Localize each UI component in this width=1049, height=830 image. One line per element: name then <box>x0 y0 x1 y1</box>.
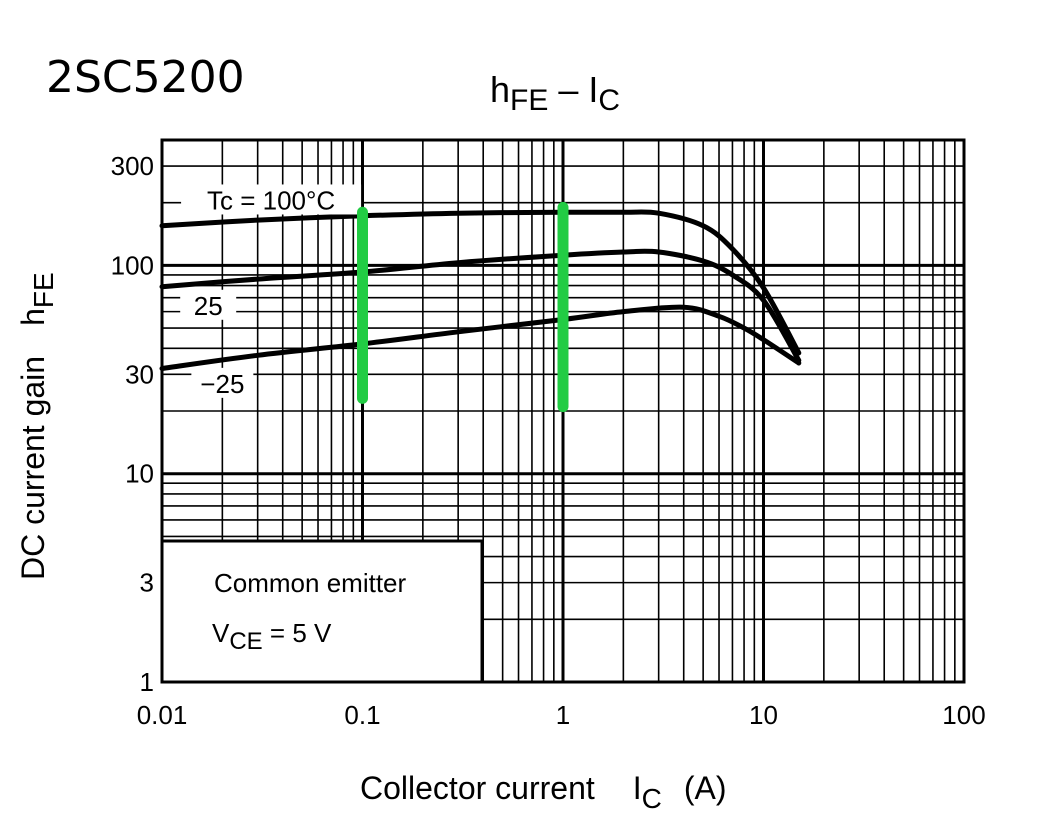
curve-labels: Tc = 100°C 25 −25 <box>180 184 362 399</box>
plot-frame <box>160 138 966 684</box>
green-highlight-marks <box>357 201 569 413</box>
x-tick-label: 0.01 <box>137 700 188 730</box>
y-tick-label: 100 <box>111 250 154 280</box>
y-axis-label: DC current gainhFE <box>15 272 59 580</box>
x-tick-label: 1 <box>556 700 570 730</box>
x-tick-label: 0.1 <box>344 700 380 730</box>
series-line-1 <box>159 248 802 363</box>
x-tick-label: 10 <box>749 700 778 730</box>
series-label-bg <box>181 184 362 215</box>
series-label-bg <box>180 289 237 320</box>
annotation-subscript: CE <box>229 628 262 655</box>
tick-labels: 0.01 0.1 1 10 100 1 3 10 30 100 300 <box>111 151 986 730</box>
y-tick-label: 1 <box>140 667 154 697</box>
x-axis-label: Collector current IC (A) <box>360 770 727 814</box>
legend-box <box>160 539 484 684</box>
annotation-line1: Common emitter <box>214 568 406 598</box>
part-number: 2SC5200 <box>46 52 245 103</box>
series-line-2 <box>159 304 802 371</box>
y-tick-label: 300 <box>111 151 154 181</box>
series-label: Tc = 100°C <box>207 185 335 215</box>
series-line-0 <box>159 209 802 356</box>
chart-title: hFE – IC <box>490 69 620 117</box>
data-curves <box>159 209 802 371</box>
series-label-bg <box>191 367 254 398</box>
x-tick-label: 100 <box>942 700 985 730</box>
y-tick-label: 10 <box>125 459 154 489</box>
series-label: −25 <box>200 369 244 399</box>
y-tick-label: 3 <box>140 568 154 598</box>
y-tick-label: 30 <box>125 359 154 389</box>
series-label: 25 <box>194 291 223 321</box>
annotation-line2: VCE = 5 V <box>212 618 332 655</box>
